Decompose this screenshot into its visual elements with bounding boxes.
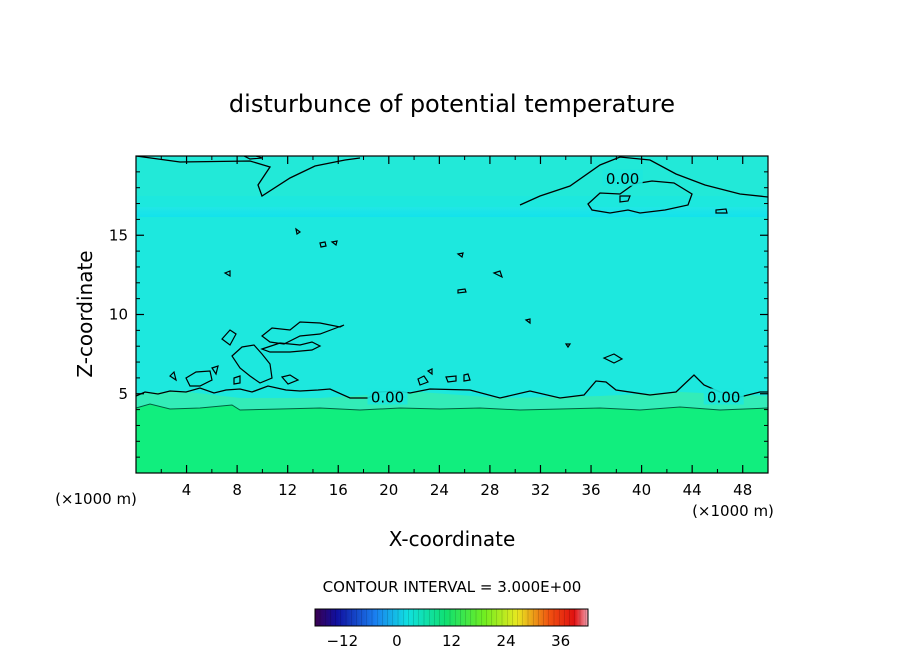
contour-line-lower xyxy=(136,403,768,411)
colorbar-tick-label: 0 xyxy=(392,632,402,650)
contour-label: 0.00 xyxy=(371,389,404,407)
colorbar xyxy=(314,608,589,627)
contour-line-top-left xyxy=(136,156,361,197)
plot-area: 0.00 0.00 0.00 xyxy=(136,156,768,473)
contour-label: 0.00 xyxy=(707,389,740,407)
x-tick-label: 40 xyxy=(632,481,651,499)
x-tick-label: 24 xyxy=(430,481,449,499)
x-tick-label: 28 xyxy=(480,481,499,499)
contour-labels: 0.00 0.00 0.00 xyxy=(367,169,744,407)
contour-interval-text: CONTOUR INTERVAL = 3.000E+00 xyxy=(323,578,582,596)
top-greenish-tint xyxy=(136,156,768,196)
x-tick-label: 44 xyxy=(683,481,702,499)
colorbar-segments xyxy=(319,609,586,626)
x-tick-label: 36 xyxy=(581,481,600,499)
y-axis-label: Z-coordinate xyxy=(73,250,97,377)
x-axis-label: X-coordinate xyxy=(389,527,516,551)
y-axis-ticks: 5 10 15 xyxy=(109,171,768,458)
y-tick-label: 15 xyxy=(109,226,128,244)
colorbar-tick-labels: −12 0 12 24 36 xyxy=(326,632,570,650)
x-tick-label: 4 xyxy=(182,481,192,499)
x-tick-label: 12 xyxy=(278,481,297,499)
upper-cyan-band xyxy=(136,207,768,217)
colorbar-tick-label: 12 xyxy=(442,632,461,650)
y-tick-label: 10 xyxy=(109,306,128,324)
x-unit-left-label: (×1000 m) xyxy=(55,490,137,508)
x-tick-label: 20 xyxy=(379,481,398,499)
y-tick-label: 5 xyxy=(118,385,128,403)
contour-label: 0.00 xyxy=(606,170,639,188)
contour-islands xyxy=(169,156,728,387)
lower-fill-region xyxy=(136,404,768,473)
x-tick-label: 8 xyxy=(232,481,242,499)
x-tick-label: 48 xyxy=(733,481,752,499)
x-tick-label: 32 xyxy=(531,481,550,499)
x-tick-label: 16 xyxy=(329,481,348,499)
colorbar-tick-label: −12 xyxy=(326,632,358,650)
contour-label-bg xyxy=(367,388,408,405)
x-unit-right-label: (×1000 m) xyxy=(692,502,774,520)
colorbar-tick-label: 36 xyxy=(551,632,570,650)
contour-label-bg xyxy=(602,169,643,186)
contour-label-bg xyxy=(703,388,744,405)
contour-loop-top-right xyxy=(587,180,693,214)
colorbar-tick-label: 24 xyxy=(497,632,516,650)
x-axis-ticks: 4 8 12 16 20 24 28 32 36 40 44 48 xyxy=(160,156,752,499)
contour-line-top-right xyxy=(519,156,768,206)
chart-title: disturbunce of potential temperature xyxy=(229,90,675,118)
